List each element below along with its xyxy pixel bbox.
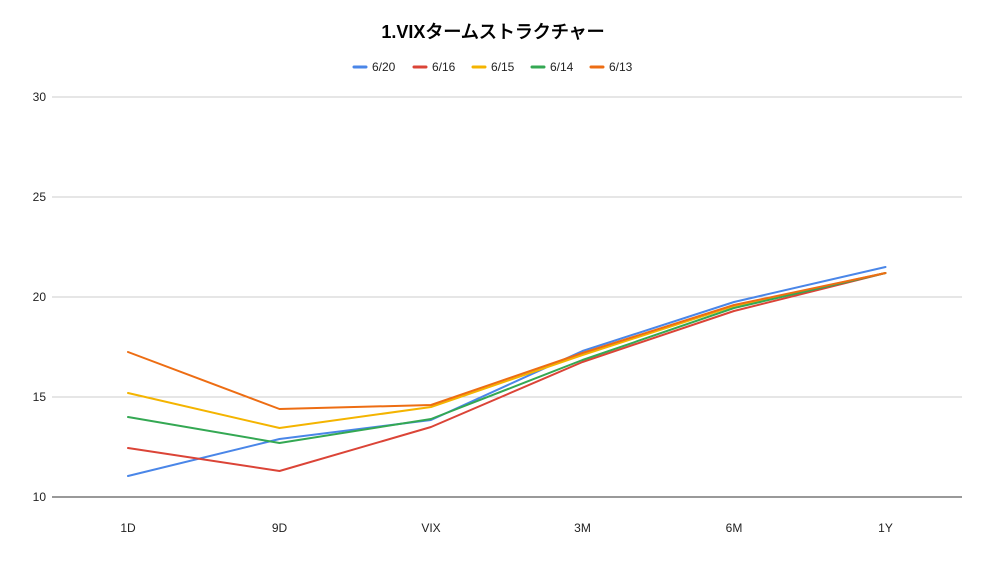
series-line-6-13 <box>127 272 887 410</box>
series-layer <box>127 266 887 477</box>
series-line-6-20 <box>127 266 887 477</box>
y-axis: 10 15 20 25 30 <box>33 90 47 504</box>
legend-label: 6/16 <box>432 60 456 74</box>
legend-label: 6/14 <box>550 60 574 74</box>
legend-item: 6/16 <box>412 60 456 74</box>
y-tick-label: 10 <box>33 490 47 504</box>
legend: 6/20 6/16 6/15 6/14 6/13 <box>352 60 633 74</box>
grid <box>52 96 962 498</box>
x-tick-label: 6M <box>726 521 743 535</box>
x-tick-label: 1D <box>120 521 136 535</box>
x-tick-label: 3M <box>574 521 591 535</box>
legend-item: 6/14 <box>530 60 574 74</box>
y-tick-label: 20 <box>33 290 47 304</box>
chart-title: 1.VIXタームストラクチャー <box>381 22 604 42</box>
legend-item: 6/15 <box>471 60 515 74</box>
legend-item: 6/13 <box>589 60 633 74</box>
x-axis: 1D 9D VIX 3M 6M 1Y <box>120 521 893 535</box>
x-tick-label: 1Y <box>878 521 893 535</box>
x-tick-label: VIX <box>421 521 440 535</box>
legend-label: 6/15 <box>491 60 515 74</box>
legend-label: 6/13 <box>609 60 633 74</box>
y-tick-label: 30 <box>33 90 47 104</box>
series-line-6-16 <box>127 272 887 472</box>
y-tick-label: 25 <box>33 190 47 204</box>
x-tick-label: 9D <box>272 521 288 535</box>
series-line-6-14 <box>127 272 887 444</box>
legend-item: 6/20 <box>352 60 396 74</box>
y-tick-label: 15 <box>33 390 47 404</box>
legend-label: 6/20 <box>372 60 396 74</box>
